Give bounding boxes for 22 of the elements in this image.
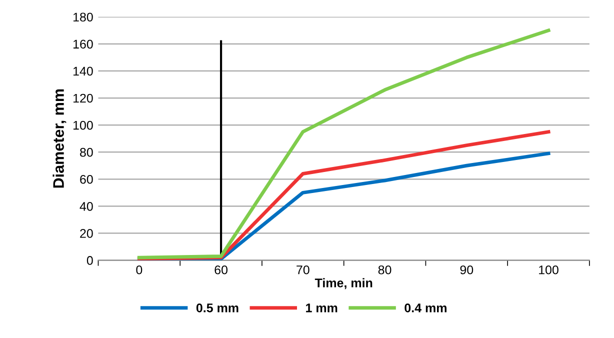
y-tick-label: 100 xyxy=(73,120,93,130)
y-tick-label: 180 xyxy=(73,12,93,22)
y-tick-label: 140 xyxy=(73,66,93,76)
x-axis-title: Time, min xyxy=(314,278,372,290)
y-tick-label: 120 xyxy=(73,94,93,103)
y-axis-title: Diameter, mm xyxy=(52,89,66,188)
x-tick-label: 70 xyxy=(296,265,310,274)
x-tick-label: 0 xyxy=(136,265,142,274)
legend-label: 0.4 mm xyxy=(404,303,446,312)
x-tick-label: 100 xyxy=(539,265,558,274)
y-tick-label: 160 xyxy=(73,40,93,49)
y-tick-label: 80 xyxy=(80,148,93,157)
y-tick-label: 20 xyxy=(80,229,93,238)
x-tick-label: 60 xyxy=(214,265,228,274)
line-series xyxy=(137,28,550,260)
x-tick-label: 80 xyxy=(378,265,392,274)
y-tick-label: 60 xyxy=(80,174,93,184)
x-tick-label: 90 xyxy=(460,265,474,274)
y-tick-label: 40 xyxy=(80,202,93,211)
legend-label: 0.5 mm xyxy=(196,303,238,312)
y-tick-label: 0 xyxy=(86,256,93,265)
legend-label: 1 mm xyxy=(306,304,338,312)
